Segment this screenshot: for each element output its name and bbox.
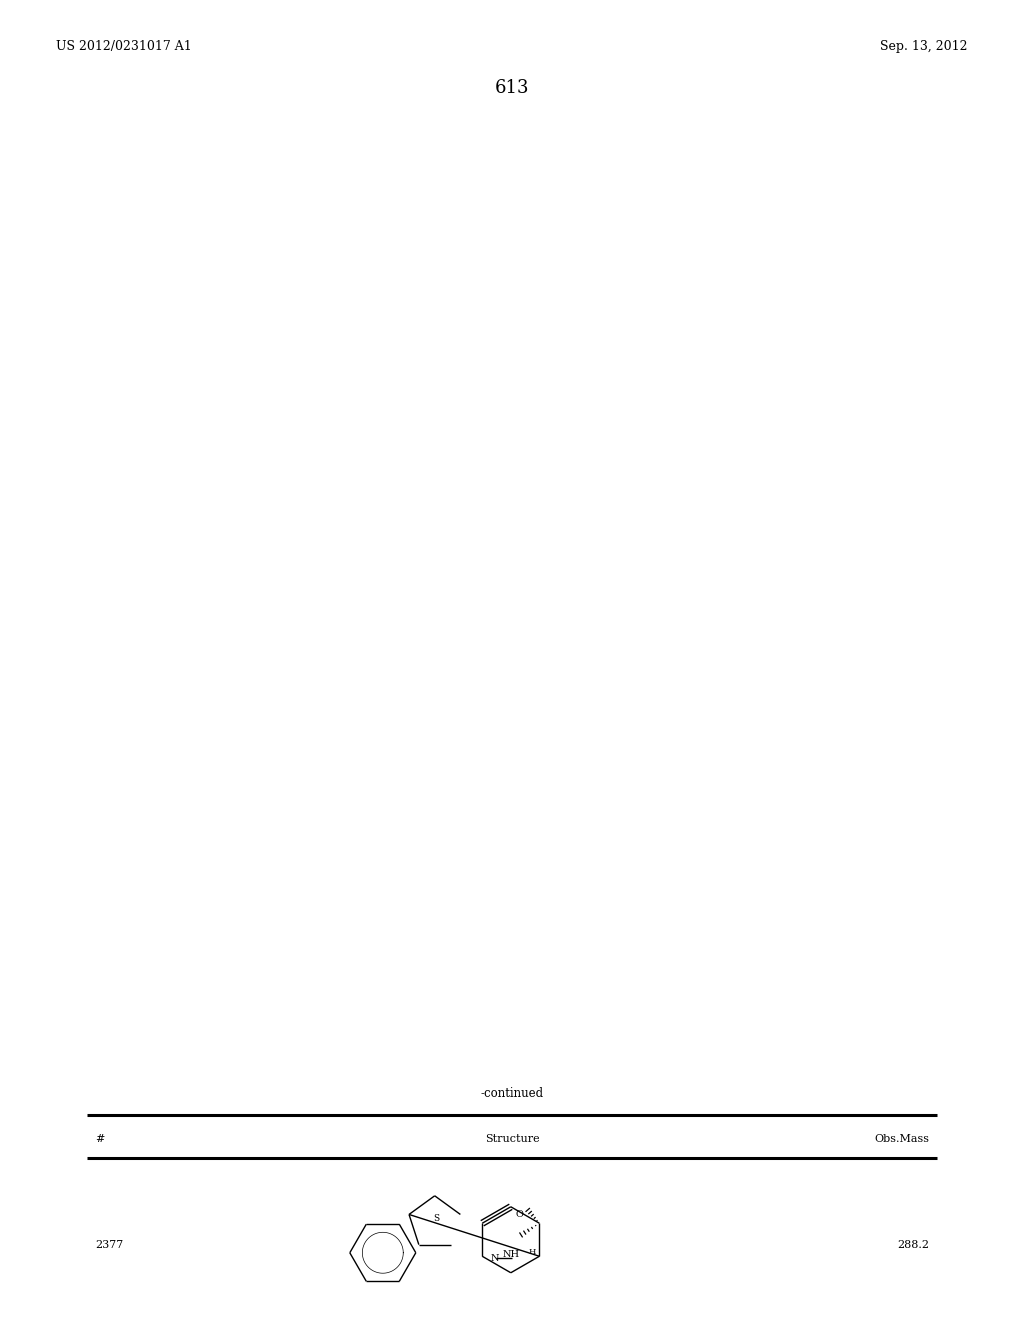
Text: -continued: -continued (480, 1086, 544, 1100)
Text: Sep. 13, 2012: Sep. 13, 2012 (881, 40, 968, 53)
Text: 613: 613 (495, 79, 529, 98)
Text: Structure: Structure (484, 1134, 540, 1144)
Text: 288.2: 288.2 (897, 1239, 929, 1250)
Text: N: N (490, 1254, 499, 1263)
Text: 2377: 2377 (95, 1239, 123, 1250)
Text: US 2012/0231017 A1: US 2012/0231017 A1 (56, 40, 193, 53)
Text: NH: NH (502, 1250, 519, 1259)
Text: #: # (95, 1134, 104, 1144)
Text: S: S (433, 1214, 439, 1224)
Text: H: H (529, 1249, 537, 1257)
Text: O: O (516, 1210, 523, 1220)
Text: Obs.Mass: Obs.Mass (873, 1134, 929, 1144)
